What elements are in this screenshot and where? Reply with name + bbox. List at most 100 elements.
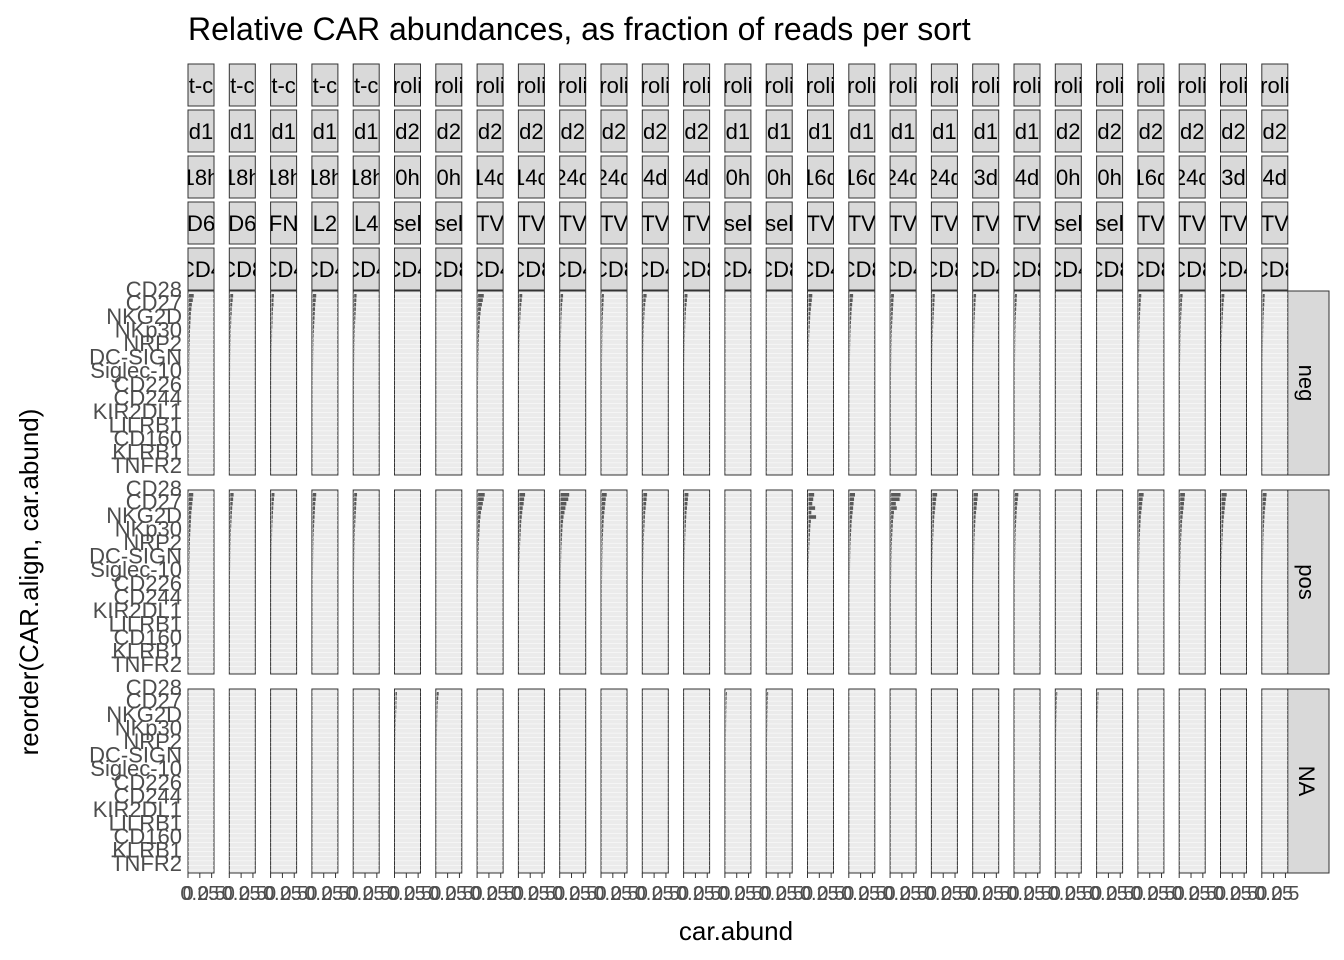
bar [354,506,357,510]
bar [932,528,934,533]
column-strip [311,247,339,291]
bar [973,298,976,303]
bar [808,519,811,524]
bar [271,501,274,506]
bar [354,524,356,528]
y-tick-label: CD160 [114,824,182,849]
bar [1221,307,1224,311]
column-strip-label: TV [641,211,669,236]
bar [230,294,234,298]
column-strip [807,247,834,291]
bar [436,700,438,705]
bar [643,533,645,537]
bar [312,329,314,334]
column-strip [683,247,711,291]
column-strip [270,201,298,245]
bar [973,510,977,515]
bar [973,325,975,329]
column-strip [311,109,339,153]
column-strip-label: 16d [802,165,839,190]
bar [684,307,687,311]
x-tick-label: 0 [885,883,896,905]
bar [560,546,562,550]
column-strip-label: CD8 [922,257,966,282]
bar [808,334,810,338]
bar [1015,311,1016,316]
bar [1180,320,1181,325]
column-strip [435,155,463,199]
column-strip [848,63,876,107]
bar [932,325,934,329]
column-strip-label: roli [1136,73,1165,98]
bar [1056,692,1058,696]
column-strip-label: 0h [1056,165,1080,190]
column-strip [1178,247,1206,291]
x-tick-label: 0.25 [759,883,798,905]
column-strip-label: roli [1178,73,1207,98]
bar [1262,307,1264,311]
x-tick-label: 0 [513,883,524,905]
bar [1221,519,1224,524]
column-strip [600,247,628,291]
bar [1262,506,1266,510]
x-tick-label: 0.5 [693,883,721,905]
bar [189,506,192,510]
column-strip [228,155,256,199]
x-tick-label: 0 [1008,883,1019,905]
panel-background [889,688,917,874]
panel-background [641,489,669,675]
y-tick-label: CD244 [114,584,182,609]
column-strip [228,247,256,291]
panel-background [352,688,380,874]
bar [560,528,563,533]
column-strip [641,109,669,153]
column-strip-label: roli [806,73,835,98]
column-strip-label: CD4 [468,257,512,282]
bar [602,528,604,533]
bar [891,311,893,316]
bar [1180,506,1184,510]
column-strip [1261,201,1289,245]
column-strip [765,155,793,199]
x-tick-label: 0.5 [900,883,928,905]
y-tick-label: DC-SIGN [89,743,182,768]
x-tick-label: 0 [182,883,193,905]
panel-background [930,290,958,476]
bar [891,501,896,506]
bar [602,524,604,528]
bar [932,533,934,537]
y-tick-label: CD27 [126,490,182,515]
panel-background [889,489,917,675]
bar [560,497,569,502]
column-strip-label: 18h [348,165,385,190]
column-strip [1178,201,1206,245]
bar [312,537,314,542]
y-tick-label: TNFR2 [111,851,182,876]
column-strip [1137,247,1165,291]
bar [643,515,645,519]
panel-background [228,688,256,874]
bar [189,550,190,555]
x-tick-label: 0.5 [363,883,391,905]
column-strip-label: 0h [395,165,419,190]
panel-background [1137,688,1165,874]
column-strip-label: roli [971,73,1000,98]
bar [643,497,647,502]
bar [643,294,647,298]
panel-background [848,290,876,476]
bar [849,524,852,528]
bar [519,298,522,303]
column-strip [476,109,504,153]
panel-background [1220,489,1247,675]
bar [891,524,893,528]
bar [354,307,356,311]
bar [849,320,851,325]
column-strip [600,109,628,153]
y-axis-label: reorder(CAR.align, car.abund) [14,409,44,756]
bar [1138,325,1140,329]
bar [519,546,520,550]
column-strip-label: 4d [1015,165,1039,190]
column-strip [1054,63,1082,107]
bar [808,329,810,334]
